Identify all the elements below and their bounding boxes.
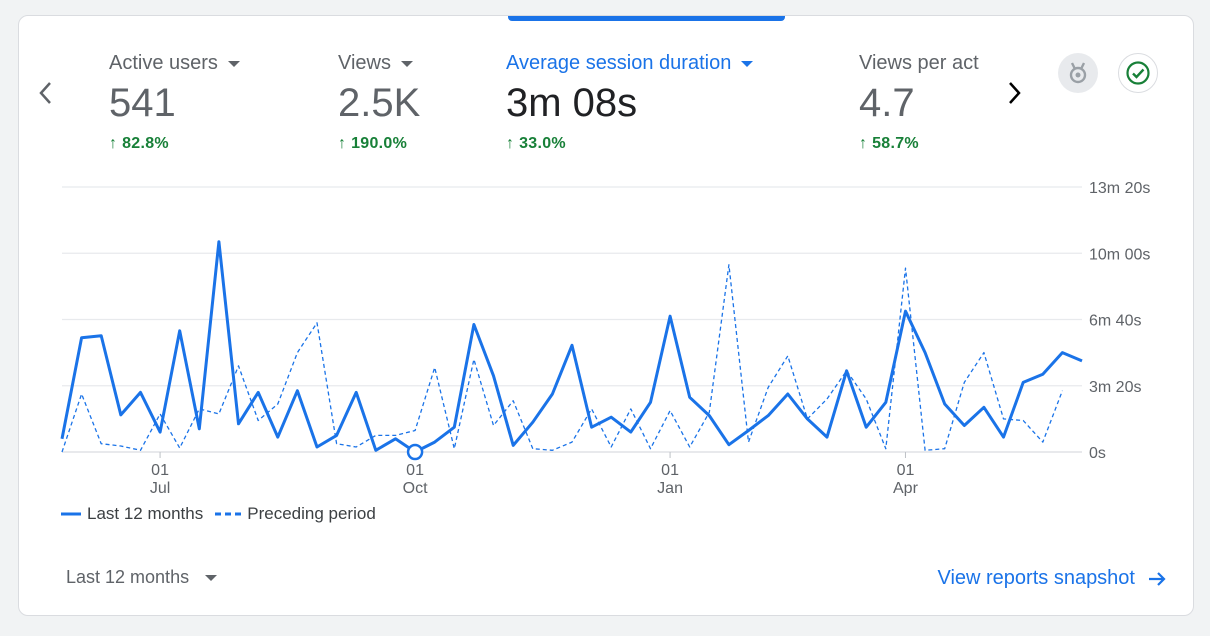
metric-label: Active users: [109, 52, 218, 74]
date-range-label: Last 12 months: [66, 567, 190, 587]
x-tick-month: Oct: [403, 480, 428, 496]
metric-label: Views per act: [859, 52, 979, 74]
arrow-up-icon: ↑: [338, 135, 347, 152]
caret-down-icon: [205, 574, 218, 581]
overview-card: Active users 541 ↑ 82.8% Views 2.5K ↑ 19…: [18, 15, 1194, 616]
x-tick-day: 01: [661, 462, 679, 479]
y-tick-label: 10m 00s: [1089, 246, 1150, 263]
check-circle-icon: [1126, 61, 1150, 85]
legend-label: Preceding period: [247, 504, 376, 523]
x-tick-day: 01: [151, 462, 169, 479]
metric-label: Average session duration: [506, 52, 732, 74]
series-last-12-months: [60, 240, 1083, 454]
caret-down-icon: [401, 60, 413, 67]
x-tick-month: Jan: [657, 480, 683, 496]
x-tick-month: Apr: [893, 480, 919, 496]
caret-down-icon: [741, 60, 754, 67]
arrow-right-icon: [1149, 571, 1166, 586]
metric-value: 2.5K: [338, 81, 421, 125]
dashed-line-icon: [215, 512, 242, 516]
y-tick-label: 13m 20s: [1089, 180, 1150, 197]
metric-change: 33.0%: [519, 135, 566, 152]
y-tick-label: 6m 40s: [1089, 313, 1141, 330]
metric-change: 58.7%: [872, 135, 919, 152]
y-tick-label: 3m 20s: [1089, 379, 1141, 396]
legend-label: Last 12 months: [87, 504, 204, 523]
metric-average-session-duration[interactable]: Average session duration 3m 08s ↑ 33.0%: [506, 52, 754, 153]
legend-item-preceding-period: Preceding period: [215, 504, 376, 524]
metric-value: 3m 08s: [506, 81, 638, 125]
x-tick-day: 01: [406, 462, 424, 479]
series-preceding-period: [61, 264, 1064, 453]
next-metrics-button[interactable]: [1001, 76, 1027, 110]
status-check-button[interactable]: [1118, 53, 1158, 93]
x-tick-month: Jul: [150, 480, 170, 496]
active-tab-indicator: [508, 16, 785, 21]
arrow-up-icon: ↑: [109, 135, 118, 152]
metric-label: Views: [338, 52, 391, 74]
solid-line-icon: [61, 512, 81, 516]
highlight-point[interactable]: [406, 443, 424, 461]
metric-views-per-active-user[interactable]: Views per act 4.7 ↑ 58.7%: [859, 52, 987, 153]
legend-item-last-12-months: Last 12 months: [61, 504, 203, 524]
y-tick-label: 0s: [1089, 445, 1106, 462]
chart-legend: Last 12 months Preceding period: [61, 504, 388, 524]
metric-active-users[interactable]: Active users 541 ↑ 82.8%: [109, 52, 240, 153]
date-range-dropdown[interactable]: Last 12 months: [66, 567, 218, 588]
prev-metrics-button[interactable]: [33, 76, 59, 110]
medal-icon: [1069, 62, 1087, 84]
x-tick-day: 01: [897, 462, 915, 479]
metric-change: 190.0%: [351, 135, 408, 152]
metric-value: 541: [109, 81, 176, 125]
chevron-right-icon: [1009, 82, 1021, 104]
metric-value: 4.7: [859, 81, 915, 125]
medal-button[interactable]: [1058, 53, 1098, 93]
metric-views[interactable]: Views 2.5K ↑ 190.0%: [338, 52, 420, 153]
view-reports-snapshot-link[interactable]: View reports snapshot: [937, 567, 1167, 590]
chevron-left-icon: [39, 82, 51, 104]
metric-change: 82.8%: [122, 135, 169, 152]
arrow-up-icon: ↑: [506, 135, 515, 152]
arrow-up-icon: ↑: [859, 135, 868, 152]
link-label: View reports snapshot: [937, 567, 1135, 589]
caret-down-icon: [227, 60, 240, 67]
